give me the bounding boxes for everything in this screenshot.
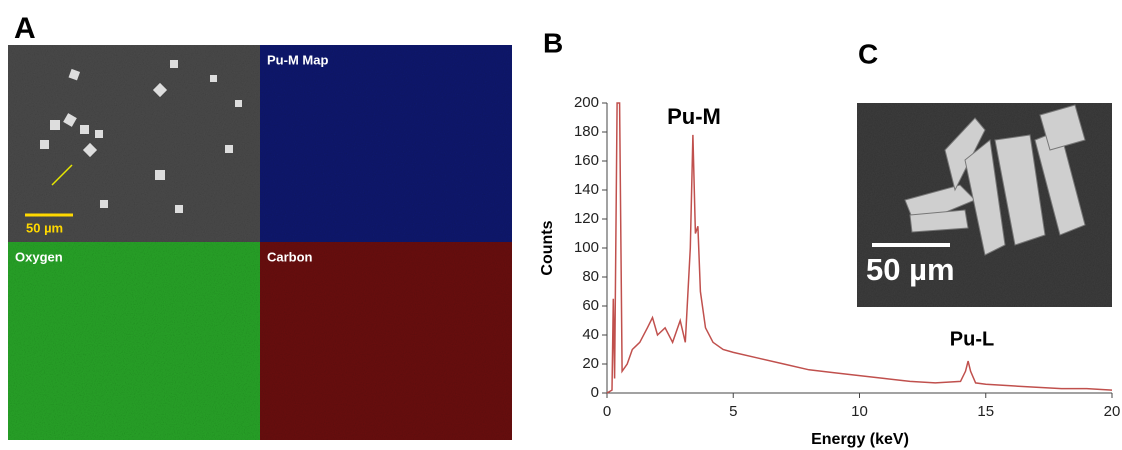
arrow: [51, 164, 73, 186]
y-tick-label: 160: [574, 152, 599, 169]
sem-tile: [8, 45, 260, 242]
image-grid: [8, 45, 512, 440]
x-tick-label: 20: [1104, 403, 1121, 420]
y-tick-label: 180: [574, 123, 599, 140]
x-tick-label: 5: [729, 403, 737, 420]
x-tick-label: 0: [603, 403, 611, 420]
plot: 0 20 40 60 80 100 120 140 160 180 200 0 5 10 15 20: [574, 94, 1120, 420]
spectrum-line: [606, 102, 1113, 394]
y-tick-label: 0: [591, 384, 599, 401]
panel-label: B: [543, 27, 563, 58]
y-tick-label: 200: [574, 94, 599, 111]
tile-label: Pu-M Map: [267, 52, 328, 67]
pu-map-tile: [260, 45, 512, 242]
y-tick-label: 40: [582, 326, 599, 343]
panel-label: C: [858, 38, 878, 69]
x-tick-label: 10: [851, 403, 868, 420]
scale-label: 50 µm: [26, 220, 63, 235]
x-tick-label: 15: [977, 403, 994, 420]
y-tick-label: 100: [574, 239, 599, 256]
y-tick-label: 60: [582, 297, 599, 314]
panel-label: A: [14, 12, 36, 45]
tile-label: Carbon: [267, 249, 313, 264]
scale-label: 50 µm: [866, 252, 955, 287]
annotation: Pu-L: [950, 328, 994, 350]
y-axis-label: Counts: [539, 220, 556, 275]
y-tick-label: 120: [574, 210, 599, 227]
y-tick-label: 140: [574, 181, 599, 198]
y-tick-label: 20: [582, 355, 599, 372]
y-tick-label: 80: [582, 268, 599, 285]
annotation: Pu-M: [667, 104, 721, 129]
carbon-tile: [260, 242, 512, 440]
tile-label: Oxygen: [15, 249, 63, 264]
x-axis-label: Energy (keV): [811, 431, 909, 448]
oxygen-tile: [8, 242, 260, 440]
inset-image: [857, 103, 1112, 307]
